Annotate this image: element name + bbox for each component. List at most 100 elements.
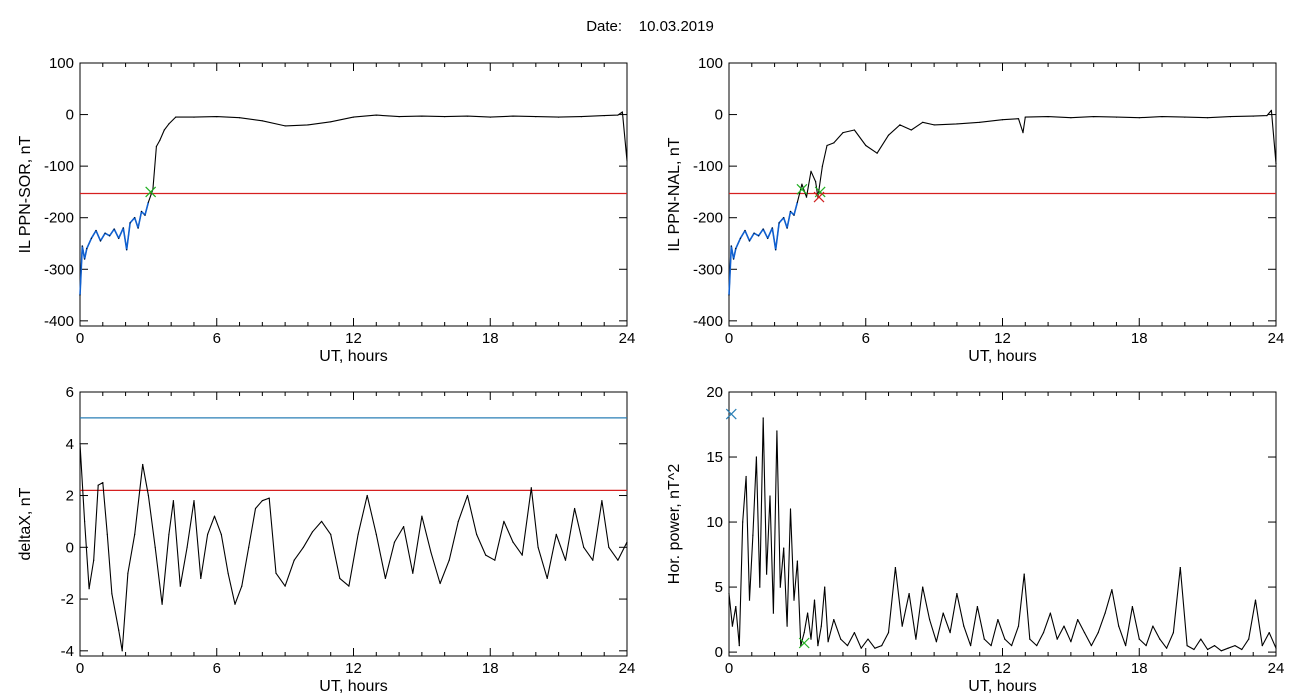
data-point (1172, 632, 1174, 634)
data-point (826, 144, 828, 147)
series-line (79, 111, 628, 296)
data-point (1161, 116, 1163, 118)
data-point (254, 507, 257, 510)
data-point (512, 541, 514, 543)
data-point (933, 124, 935, 126)
data-point (213, 515, 216, 517)
data-point (735, 606, 737, 608)
data-point (1017, 118, 1020, 120)
y-tick-label: 20 (706, 384, 723, 401)
data-point (803, 632, 805, 634)
data-point (1023, 573, 1025, 575)
data-point (512, 115, 514, 117)
x-tick-label: 12 (345, 330, 362, 347)
x-tick-label: 24 (619, 660, 636, 677)
data-point (248, 546, 250, 548)
data-point (1029, 638, 1031, 640)
data-point (1093, 116, 1095, 118)
data-point (1152, 625, 1154, 627)
data-point (963, 625, 965, 627)
data-point (86, 248, 88, 250)
x-tick-label: 6 (862, 330, 870, 347)
data-point (421, 115, 423, 117)
data-point (476, 533, 478, 536)
data-point (293, 559, 295, 561)
data-point (1097, 632, 1099, 634)
event-marker (145, 186, 157, 198)
data-point (813, 599, 816, 601)
y-tick-label: 0 (66, 107, 74, 124)
date-value: 10.03.2019 (638, 18, 714, 35)
data-point (752, 534, 754, 536)
data-point (840, 638, 842, 640)
data-point (97, 484, 99, 486)
data-point (990, 645, 992, 647)
x-tick-label: 24 (619, 330, 636, 347)
x-tick-label: 24 (1268, 330, 1285, 347)
data-point (398, 116, 400, 118)
x-tick-label: 0 (76, 660, 84, 677)
data-point (796, 201, 799, 203)
data-point (84, 520, 86, 523)
data-point (935, 641, 938, 643)
data-point (1268, 632, 1270, 634)
data-point (824, 586, 826, 588)
data-point (147, 494, 149, 497)
plot-frame (79, 62, 628, 327)
data-point (815, 181, 817, 183)
data-point (793, 599, 795, 601)
data-point (1184, 116, 1186, 118)
y-tick-label: 0 (715, 107, 723, 124)
data-point (142, 463, 144, 466)
data-point (748, 599, 751, 601)
data-point (163, 129, 165, 131)
data-point (617, 559, 619, 561)
y-tick-label: -200 (693, 210, 723, 227)
data-point (783, 217, 785, 219)
data-point (887, 134, 890, 136)
data-point (106, 533, 108, 536)
data-point (766, 573, 768, 575)
event-marker (798, 637, 810, 649)
data-point (1077, 619, 1079, 621)
marker-stroke (725, 408, 737, 420)
data-point (1138, 638, 1140, 640)
data-point (929, 619, 931, 621)
x-tick-label: 12 (994, 660, 1011, 677)
data-point (118, 237, 120, 239)
data-point (118, 629, 120, 631)
data-point (129, 222, 131, 224)
x-axis-label: UT, hours (968, 678, 1036, 695)
data-point (357, 533, 359, 536)
event-marker (725, 408, 737, 420)
y-tick-label: 15 (706, 449, 723, 466)
data-point (1229, 116, 1231, 118)
x-tick-label: 12 (994, 330, 1011, 347)
data-point (134, 217, 136, 219)
data-point (99, 240, 102, 242)
data-point (833, 142, 835, 144)
data-point (1261, 645, 1263, 647)
data-point (352, 116, 355, 118)
data-point (970, 645, 972, 647)
data-point (745, 475, 747, 478)
data-point (807, 612, 809, 614)
y-axis-label: IL PPN-SOR, nT (17, 135, 34, 253)
data-point (915, 638, 917, 640)
data-point (779, 586, 781, 588)
data-point (154, 546, 156, 548)
data-point (207, 533, 209, 536)
data-point (403, 526, 405, 528)
data-point (899, 124, 901, 126)
data-point (307, 124, 309, 126)
data-point (867, 638, 869, 640)
y-axis-label: Hor. power, nT^2 (666, 464, 683, 585)
data-point (574, 507, 576, 510)
event-marker (813, 191, 825, 203)
y-tick-label: -400 (693, 313, 723, 330)
data-point (1047, 116, 1049, 118)
data-point (783, 547, 785, 549)
x-tick-label: 18 (1131, 660, 1148, 677)
data-point (601, 500, 603, 502)
data-point (179, 585, 181, 587)
